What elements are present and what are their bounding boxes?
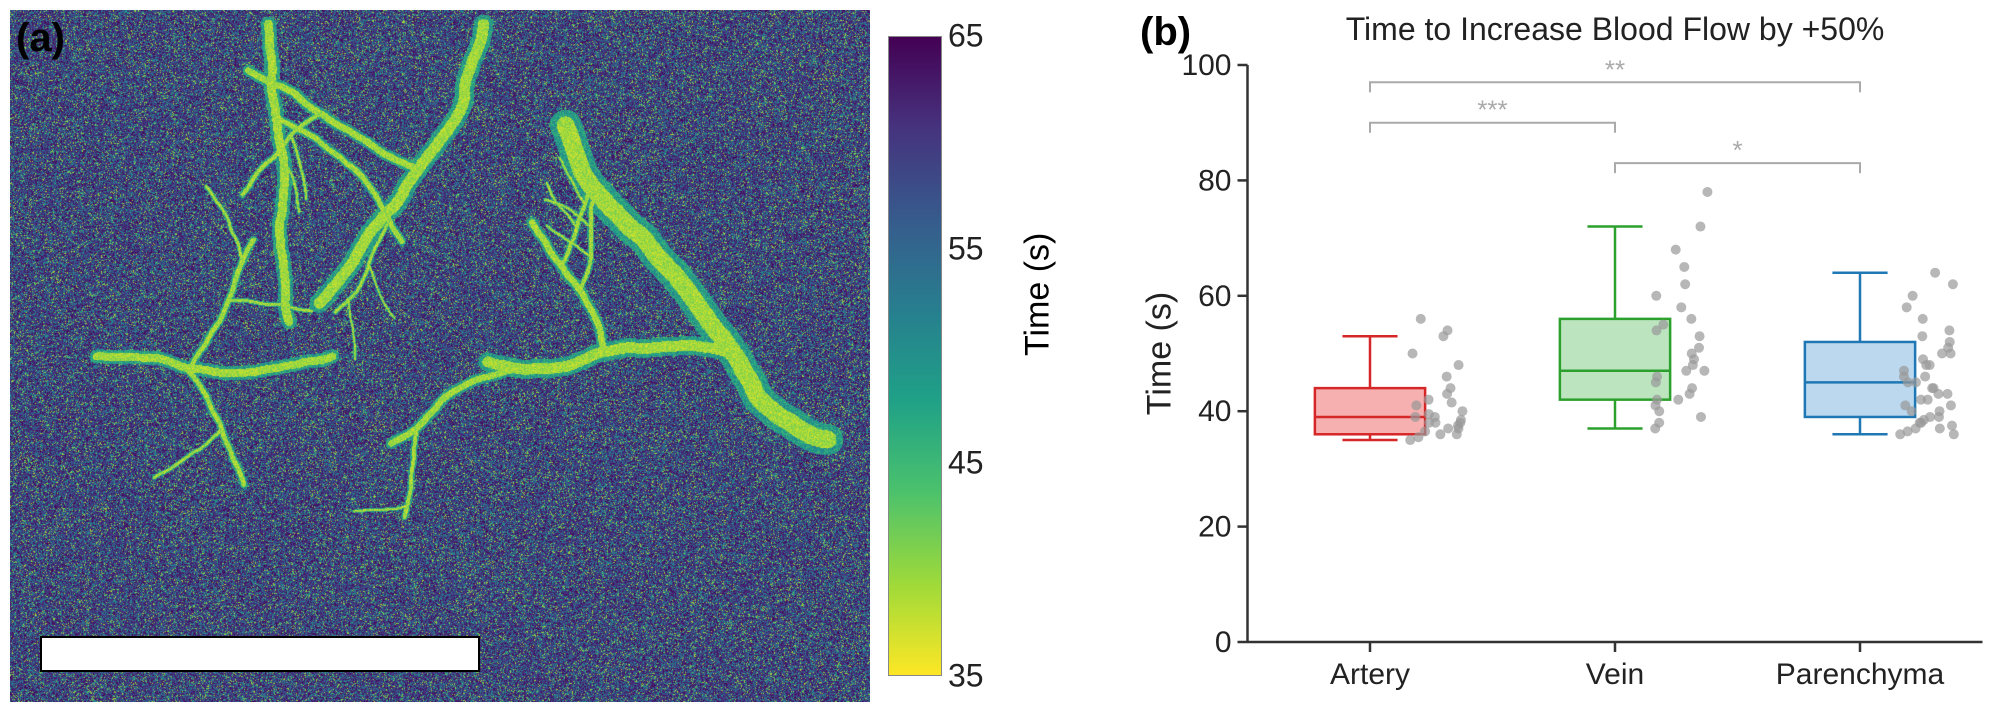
panel-b-label: (b) — [1140, 10, 1191, 55]
data-point — [1680, 279, 1690, 289]
data-point — [1949, 429, 1959, 439]
data-point — [1899, 366, 1909, 376]
data-point — [1948, 279, 1958, 289]
x-tick-label: Vein — [1586, 658, 1644, 691]
data-point — [1686, 314, 1696, 324]
data-point — [1420, 426, 1430, 436]
y-tick-label: 0 — [1215, 626, 1232, 659]
y-tick-label: 80 — [1198, 164, 1231, 197]
data-point — [1408, 349, 1418, 359]
data-point — [1654, 418, 1664, 428]
data-point — [1918, 314, 1928, 324]
significance-label: * — [1732, 135, 1742, 165]
y-tick-label: 60 — [1198, 280, 1231, 313]
colorbar-gradient — [888, 36, 942, 676]
significance-label: ** — [1605, 54, 1625, 84]
data-point — [1671, 245, 1681, 255]
data-point — [1696, 412, 1706, 422]
box — [1315, 388, 1425, 434]
data-point — [1945, 337, 1955, 347]
colorbar-tick: 65 — [948, 18, 984, 55]
data-point — [1442, 372, 1452, 382]
data-point — [1942, 389, 1952, 399]
box — [1805, 342, 1915, 417]
data-point — [1446, 383, 1456, 393]
colorbar-tick: 55 — [948, 231, 984, 268]
data-point — [1695, 222, 1705, 232]
data-point — [1416, 314, 1426, 324]
data-point — [1651, 291, 1661, 301]
data-point — [1917, 331, 1927, 341]
data-point — [1424, 409, 1434, 419]
data-point — [1694, 343, 1704, 353]
heatmap-area: (a) — [10, 10, 870, 702]
data-point — [1702, 187, 1712, 197]
data-point — [1927, 383, 1937, 393]
data-point — [1457, 406, 1467, 416]
figure-container: (a) 35 45 55 65 Time (s) (b) Time to Increa… — [10, 10, 2005, 702]
data-point — [1673, 395, 1683, 405]
boxplot-svg: Time to Increase Blood Flow by +50% 0 20 40… — [1140, 10, 2005, 702]
data-point — [1652, 395, 1662, 405]
data-point — [1920, 372, 1930, 382]
data-point — [1687, 383, 1697, 393]
data-point — [1658, 320, 1668, 330]
panel-b: (b) Time to Increase Blood Flow by +50% 0… — [1140, 10, 2005, 702]
data-point — [1946, 400, 1956, 410]
data-point — [1900, 400, 1910, 410]
data-point — [1679, 262, 1689, 272]
colorbar-label: Time (s) — [1019, 233, 1058, 356]
data-point — [1447, 398, 1457, 408]
data-point — [1902, 302, 1912, 312]
data-point — [1456, 415, 1466, 425]
y-tick-label: 20 — [1198, 511, 1231, 544]
data-point — [1935, 406, 1945, 416]
heatmap-canvas — [10, 10, 870, 702]
data-point — [1947, 421, 1957, 431]
chart-title: Time to Increase Blood Flow by +50% — [1346, 11, 1885, 47]
data-point — [1424, 395, 1434, 405]
data-point — [1923, 395, 1933, 405]
x-tick-label: Artery — [1330, 658, 1410, 691]
significance-label: *** — [1477, 95, 1507, 125]
data-point — [1443, 424, 1453, 434]
data-point — [1652, 372, 1662, 382]
data-point — [1935, 424, 1945, 434]
scale-bar — [40, 636, 480, 672]
data-point — [1695, 331, 1705, 341]
panel-a: (a) 35 45 55 65 Time (s) — [10, 10, 1110, 702]
data-point — [1699, 366, 1709, 376]
colorbar-tick: 35 — [948, 658, 984, 695]
y-tick-label: 40 — [1198, 395, 1231, 428]
data-point — [1676, 302, 1686, 312]
data-point — [1908, 291, 1918, 301]
data-point — [1930, 268, 1940, 278]
colorbar: 35455565 Time (s) — [888, 36, 942, 676]
colorbar-tick: 45 — [948, 444, 984, 481]
data-point — [1443, 325, 1453, 335]
data-point — [1411, 400, 1421, 410]
data-point — [1925, 412, 1935, 422]
data-point — [1454, 360, 1464, 370]
data-point — [1944, 325, 1954, 335]
y-axis-label: Time (s) — [1141, 292, 1179, 415]
panel-a-label: (a) — [16, 16, 65, 61]
data-point — [1410, 412, 1420, 422]
x-tick-label: Parenchyma — [1776, 658, 1945, 691]
data-point — [1918, 354, 1928, 364]
colorbar-area: 35 45 55 65 Time (s) — [870, 10, 1110, 702]
